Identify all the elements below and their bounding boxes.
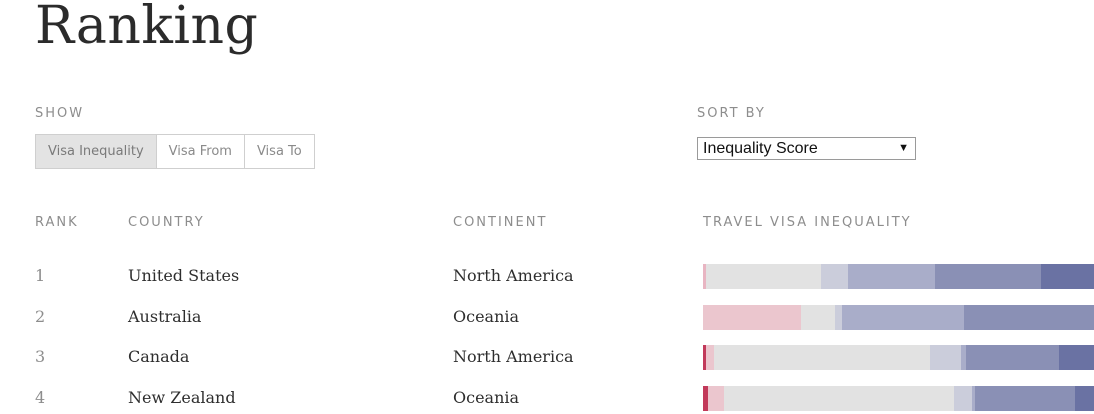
inequality-bar-segment (821, 264, 848, 289)
country-cell: Australia (128, 307, 202, 326)
inequality-bar-segment (934, 264, 1041, 289)
continent-cell: North America (453, 347, 574, 366)
inequality-bar-segment (929, 345, 961, 370)
country-column-header: COUNTRY (128, 215, 205, 230)
inequality-bar (703, 305, 1094, 330)
inequality-bar-segment (1040, 264, 1094, 289)
visa-from-button[interactable]: Visa From (156, 135, 245, 168)
continent-cell: Oceania (453, 388, 520, 407)
travel-visa-inequality-column-header: TRAVEL VISA INEQUALITY (703, 215, 912, 230)
inequality-bar-segment (964, 305, 1094, 330)
rank-cell: 2 (35, 307, 46, 326)
inequality-bar-segment (835, 305, 843, 330)
continent-column-header: CONTINENT (453, 215, 548, 230)
rank-cell: 4 (35, 388, 46, 407)
table-row[interactable]: 3 Canada North America (0, 343, 1094, 373)
inequality-bar-segment (713, 345, 930, 370)
inequality-bar-segment (723, 386, 954, 411)
table-row[interactable]: 4 New Zealand Oceania (0, 384, 1094, 414)
inequality-bar-segment (1075, 386, 1094, 411)
country-cell: United States (128, 266, 240, 285)
inequality-bar-segment (706, 264, 822, 289)
inequality-bar-segment (847, 264, 935, 289)
inequality-bar-segment (954, 386, 972, 411)
inequality-bar-segment (975, 386, 1076, 411)
inequality-bar-segment (971, 386, 976, 411)
sort-by-selected-value: Inequality Score (703, 140, 818, 157)
continent-cell: Oceania (453, 307, 520, 326)
sort-by-label: SORT BY (697, 106, 766, 121)
inequality-bar (703, 345, 1094, 370)
country-cell: New Zealand (128, 388, 236, 407)
show-toggle-group: Visa Inequality Visa From Visa To (35, 134, 315, 169)
rank-cell: 1 (35, 266, 46, 285)
inequality-bar-segment (703, 386, 708, 411)
inequality-bar (703, 264, 1094, 289)
inequality-bar-segment (960, 345, 966, 370)
rank-cell: 3 (35, 347, 46, 366)
table-row[interactable]: 2 Australia Oceania (0, 303, 1094, 333)
inequality-bar-segment (965, 345, 1059, 370)
continent-cell: North America (453, 266, 574, 285)
show-label: SHOW (35, 106, 85, 121)
rank-column-header: RANK (35, 215, 79, 230)
page-title: Ranking (35, 0, 259, 56)
country-cell: Canada (128, 347, 190, 366)
sort-by-select[interactable]: Inequality Score ▼ (697, 137, 916, 160)
inequality-bar-segment (842, 305, 965, 330)
inequality-bar-segment (703, 305, 802, 330)
table-row[interactable]: 1 United States North America (0, 262, 1094, 292)
dropdown-arrow-icon: ▼ (898, 142, 909, 154)
inequality-bar-segment (706, 345, 714, 370)
visa-to-button[interactable]: Visa To (244, 135, 314, 168)
inequality-bar-segment (707, 386, 724, 411)
inequality-bar-segment (703, 264, 707, 289)
inequality-bar (703, 386, 1094, 411)
inequality-bar-segment (1058, 345, 1094, 370)
inequality-bar-segment (801, 305, 836, 330)
inequality-bar-segment (703, 345, 707, 370)
visa-inequality-button[interactable]: Visa Inequality (36, 135, 157, 168)
